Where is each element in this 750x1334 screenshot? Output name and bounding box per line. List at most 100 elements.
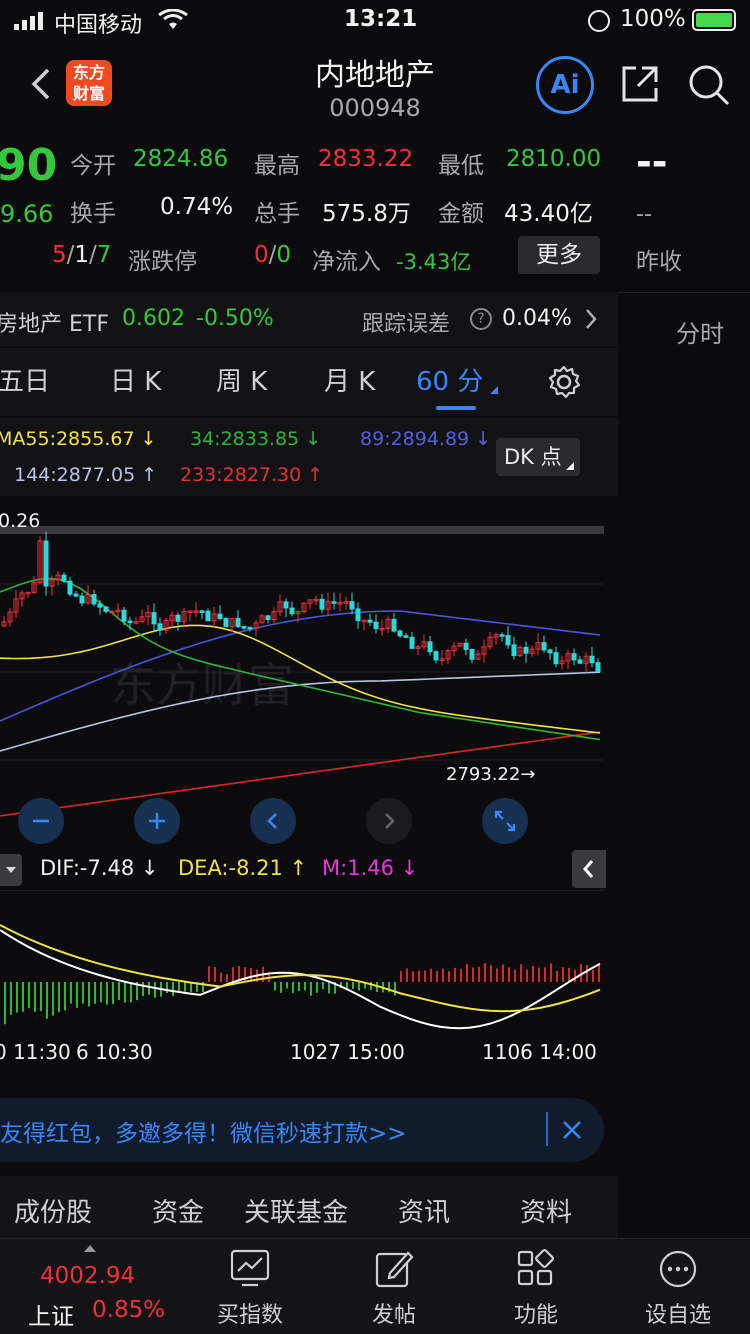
etf-bar[interactable]: 房地产 ETF 0.602 -0.50% 跟踪误差 ? 0.04% bbox=[0, 292, 618, 346]
net-inflow-value: -3.43亿 bbox=[396, 250, 472, 274]
tab-funds-flow[interactable]: 资金 bbox=[152, 1198, 205, 1228]
post-button[interactable]: 发帖 bbox=[334, 1239, 454, 1334]
intraday-tab[interactable]: 分时 bbox=[676, 320, 724, 348]
low-label: 最低 bbox=[438, 153, 484, 179]
macd-bar bbox=[46, 982, 48, 1019]
signal-icon bbox=[14, 12, 48, 30]
tab-profile[interactable]: 资料 bbox=[520, 1198, 573, 1228]
tab-month-k[interactable]: 月 K bbox=[324, 367, 376, 397]
fullscreen-button[interactable] bbox=[482, 798, 528, 844]
candle-body bbox=[337, 602, 343, 605]
ma233-line bbox=[0, 731, 601, 817]
macd-bar bbox=[142, 982, 144, 997]
candle-body bbox=[577, 659, 583, 664]
high-value: 2833.22 bbox=[318, 146, 414, 172]
macd-bar bbox=[394, 982, 396, 996]
candle-body bbox=[295, 610, 301, 615]
candle-body bbox=[103, 606, 109, 612]
tab-week-k[interactable]: 周 K bbox=[216, 367, 268, 397]
macd-bar bbox=[502, 964, 504, 982]
turnover-value: 0.74% bbox=[160, 194, 234, 220]
grid-apps-icon bbox=[517, 1249, 554, 1286]
candle-body bbox=[529, 648, 535, 654]
net-inflow-label: 净流入 bbox=[312, 249, 381, 275]
help-icon[interactable]: ? bbox=[470, 308, 492, 330]
tab-day-k[interactable]: 日 K bbox=[110, 367, 162, 397]
zoom-out-button[interactable] bbox=[18, 798, 64, 844]
macd-bar bbox=[568, 967, 570, 982]
macd-bar bbox=[358, 982, 360, 991]
macd-bar bbox=[598, 964, 600, 982]
candle-body bbox=[595, 662, 601, 673]
candle-body bbox=[67, 580, 73, 595]
buy-index-button[interactable]: 买指数 bbox=[190, 1239, 310, 1334]
candle-body bbox=[85, 594, 91, 604]
macd-bar bbox=[64, 982, 66, 1011]
macd-bar bbox=[562, 967, 564, 982]
macd-svg bbox=[0, 890, 604, 1030]
tab-60-min[interactable]: 60 分 bbox=[416, 367, 484, 397]
ai-assistant-button[interactable]: Ai bbox=[536, 56, 594, 114]
macd-bar bbox=[112, 982, 114, 1005]
indicator-selector[interactable] bbox=[0, 854, 22, 886]
candlestick-chart[interactable]: 东方财富 0.26 2793.22→ bbox=[0, 496, 606, 850]
candle-body bbox=[553, 652, 559, 665]
dk-point-button[interactable]: DK 点 bbox=[496, 438, 580, 476]
candle-body bbox=[499, 634, 505, 637]
candle-body bbox=[181, 610, 187, 622]
quote-panel: 90 9.66 今开 2824.86 最高 2833.22 最低 2810.00… bbox=[0, 130, 618, 290]
tab-five-day[interactable]: 五日 bbox=[0, 367, 51, 397]
settings-gear-icon[interactable] bbox=[546, 364, 582, 404]
candle-body bbox=[589, 655, 595, 664]
more-button[interactable]: 更多 bbox=[518, 236, 600, 274]
share-icon[interactable] bbox=[618, 62, 662, 106]
candle-body bbox=[157, 623, 163, 631]
close-icon[interactable] bbox=[560, 1118, 584, 1146]
scroll-right-button[interactable] bbox=[366, 798, 412, 844]
index-ticker[interactable]: 4002.94 上证 0.85% bbox=[0, 1239, 180, 1334]
side-price-dash: -- bbox=[636, 140, 668, 184]
tab-constituents[interactable]: 成份股 bbox=[14, 1198, 93, 1228]
etf-name: 房地产 ETF bbox=[0, 312, 109, 337]
chevron-right-icon[interactable] bbox=[584, 308, 598, 334]
candle-body bbox=[193, 610, 199, 613]
search-icon[interactable] bbox=[686, 62, 732, 108]
macd-bar bbox=[52, 982, 54, 1016]
candle-body bbox=[559, 660, 565, 665]
chevron-left-icon bbox=[267, 813, 277, 829]
candle-body bbox=[439, 658, 445, 661]
amount-value: 43.40亿 bbox=[504, 201, 593, 227]
candle-body bbox=[217, 613, 223, 620]
macd-bar bbox=[232, 967, 234, 982]
macd-bar bbox=[550, 963, 552, 982]
prev-close-label: 昨收 bbox=[636, 249, 682, 275]
limit-down-count: 7 bbox=[96, 242, 112, 268]
back-icon[interactable] bbox=[22, 64, 62, 104]
candle-body bbox=[223, 618, 229, 628]
add-watchlist-button[interactable]: 设自选 bbox=[618, 1239, 738, 1334]
zoom-in-button[interactable] bbox=[134, 798, 180, 844]
macd-bar bbox=[436, 970, 438, 982]
macd-dea: DEA:-8.21 ↑ bbox=[178, 856, 308, 880]
tab-related-funds[interactable]: 关联基金 bbox=[244, 1198, 349, 1228]
promo-banner[interactable]: 友得红包，多邀多得！微信秒速打款>> bbox=[0, 1098, 604, 1162]
candle-body bbox=[319, 598, 325, 610]
macd-panel[interactable]: DIF:-7.48 ↓ DEA:-8.21 ↑ M:1.46 ↓ 0 11:30… bbox=[0, 850, 606, 1082]
scroll-left-button[interactable] bbox=[250, 798, 296, 844]
macd-bar bbox=[118, 982, 120, 1001]
candle-body bbox=[433, 651, 439, 661]
post-label: 发帖 bbox=[371, 1303, 416, 1328]
tab-news[interactable]: 资讯 bbox=[398, 1198, 451, 1228]
logo-line1: 东方 bbox=[72, 63, 105, 82]
open-label: 今开 bbox=[70, 153, 116, 179]
functions-button[interactable]: 功能 bbox=[476, 1239, 596, 1334]
candle-body bbox=[403, 635, 409, 638]
macd-bar bbox=[202, 982, 204, 992]
collapse-panel-button[interactable] bbox=[572, 850, 606, 888]
candle-body bbox=[331, 601, 337, 604]
ma-legend: MA55:2855.67 ↓ 34:2833.85 ↓ 89:2894.89 ↓… bbox=[0, 418, 618, 496]
macd-bar bbox=[412, 971, 414, 982]
candle-body bbox=[55, 574, 61, 581]
macd-bar bbox=[556, 970, 558, 982]
candle-body bbox=[415, 646, 421, 649]
